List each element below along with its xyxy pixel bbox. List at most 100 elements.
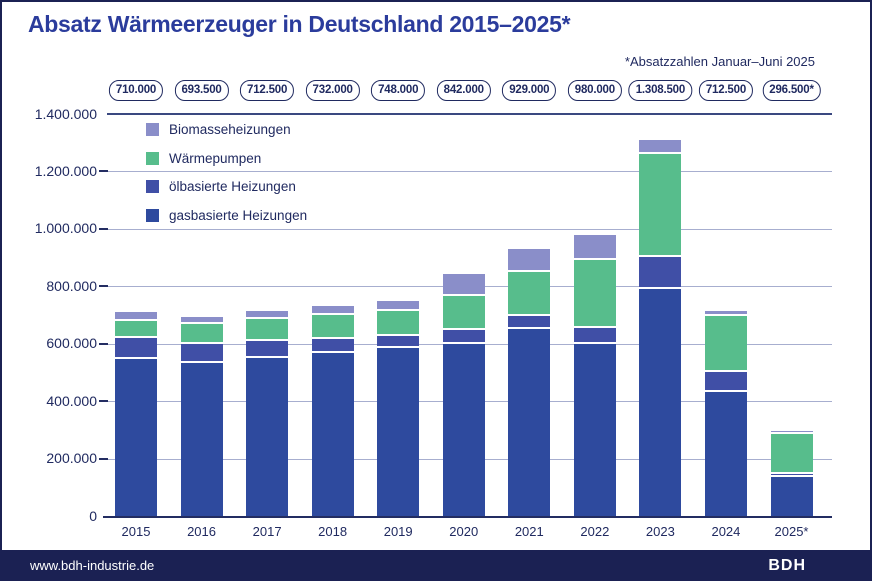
total-value-box: 693.500 <box>174 80 229 101</box>
legend-label: Biomasseheizungen <box>169 122 291 137</box>
bar-segment-gas <box>246 358 289 516</box>
total-value-box: 929.000 <box>502 80 557 101</box>
bar-segment-heat_pump <box>704 316 747 372</box>
legend-swatch-oil <box>146 180 159 193</box>
bar-segment-heat_pump <box>115 321 157 338</box>
y-axis-tick <box>99 342 108 345</box>
legend-label: gasbasierte Heizungen <box>169 207 308 223</box>
legend-item-biomass: Biomasseheizungen <box>146 122 307 137</box>
bar-segment-biomass <box>377 301 420 312</box>
y-axis-tick <box>99 227 108 230</box>
y-tick-label: 400.000 <box>46 392 97 409</box>
footnote: *Absatzzahlen Januar–Juni 2025 <box>624 54 815 69</box>
gridline-1400000 <box>107 113 832 115</box>
bar-column-2015 <box>115 312 157 516</box>
y-axis-tick <box>99 457 108 460</box>
bar-column-2021 <box>508 249 551 516</box>
x-tick-label: 2022 <box>580 524 610 539</box>
x-tick-label: 2016 <box>187 524 216 539</box>
x-tick-label: 2023 <box>645 524 675 539</box>
bar-segment-biomass <box>311 305 354 315</box>
y-axis-tick <box>99 170 108 173</box>
bar-column-2018 <box>311 305 354 516</box>
y-tick-label: 1.200.000 <box>34 162 97 179</box>
bar-segment-biomass <box>246 311 289 320</box>
bar-segment-heat_pump <box>508 272 551 317</box>
bar-segment-gas <box>639 288 682 516</box>
gridline-1200000 <box>107 171 832 173</box>
bar-segment-heat_pump <box>311 314 354 340</box>
legend-item-gas: gasbasierte Heizungen <box>146 207 308 223</box>
bar-segment-heat_pump <box>639 154 682 257</box>
x-tick-label: 2025* <box>774 524 809 539</box>
y-tick-label: 200.000 <box>46 450 97 467</box>
footer-website-link[interactable]: www.bdh-industrie.de <box>30 558 155 573</box>
bar-column-2019 <box>377 301 420 516</box>
legend-item-heat_pump: Wärmepumpen <box>146 150 307 166</box>
legend-label: Wärmepumpen <box>169 150 262 166</box>
legend-label: ölbasierte Heizungen <box>169 179 296 194</box>
bar-segment-biomass <box>442 274 485 297</box>
y-tick-label: 600.000 <box>46 335 97 352</box>
x-tick-label: 2021 <box>514 524 544 539</box>
total-value-box: 712.500 <box>240 80 295 101</box>
bar-segment-oil <box>180 343 223 364</box>
y-axis-tick <box>99 285 108 288</box>
bar-segment-heat_pump <box>573 260 616 328</box>
bar-column-2022 <box>573 234 616 516</box>
chart-legend: Biomasseheizungen Wärmepumpen ölbasierte H… <box>146 122 308 237</box>
bar-segment-gas <box>573 344 616 516</box>
bar-segment-oil <box>508 316 551 330</box>
bar-segment-oil <box>442 330 485 344</box>
bar-segment-gas <box>377 347 420 516</box>
bar-segment-oil <box>704 371 747 392</box>
bar-segment-oil <box>311 339 354 354</box>
bar-segment-biomass <box>770 430 813 434</box>
x-tick-label: 2015 <box>121 524 151 539</box>
bar-segment-heat_pump <box>770 433 813 474</box>
x-tick-label: 2020 <box>449 524 479 539</box>
legend-swatch-gas <box>146 208 159 222</box>
bar-column-2017 <box>246 311 289 516</box>
x-tick-label: 2017 <box>252 524 282 539</box>
x-tick-label: 2024 <box>711 524 741 539</box>
bar-column-2023 <box>639 140 682 516</box>
y-tick-label: 1.400.000 <box>34 105 97 122</box>
total-value-box: 748.000 <box>371 80 426 101</box>
bar-segment-biomass <box>180 316 223 325</box>
footer-bar: www.bdh-industrie.de BDH <box>0 550 872 581</box>
bar-segment-biomass <box>704 311 747 317</box>
bar-segment-biomass <box>639 140 682 155</box>
legend-swatch-biomass <box>146 123 159 136</box>
bar-segment-biomass <box>573 234 616 260</box>
y-axis-tick <box>99 400 108 403</box>
bar-column-2024 <box>704 311 747 516</box>
bar-segment-biomass <box>508 249 551 273</box>
y-tick-label: 1.000.000 <box>34 220 97 237</box>
bar-segment-oil <box>639 256 682 289</box>
bar-segment-heat_pump <box>246 319 289 342</box>
gridline-1000000 <box>107 228 832 230</box>
bdh-logo: BDH <box>768 557 806 574</box>
x-axis-line <box>103 516 832 518</box>
bar-segment-gas <box>442 343 485 516</box>
bar-segment-oil <box>377 335 420 348</box>
bar-segment-oil <box>115 337 157 359</box>
total-value-box: 710.000 <box>108 80 164 101</box>
bar-segment-gas <box>704 391 747 516</box>
bar-segment-gas <box>180 363 223 516</box>
bar-segment-biomass <box>115 312 157 322</box>
y-tick-label: 0 <box>89 507 97 524</box>
legend-swatch-heat_pump <box>146 151 159 165</box>
bar-segment-oil <box>573 327 616 345</box>
bar-column-2025 <box>770 430 813 516</box>
legend-item-oil: ölbasierte Heizungen <box>146 179 307 194</box>
bar-segment-gas <box>311 353 354 516</box>
bar-segment-heat_pump <box>180 324 223 344</box>
bar-segment-gas <box>508 329 551 516</box>
x-tick-label: 2019 <box>383 524 413 539</box>
y-tick-label: 800.000 <box>46 277 97 294</box>
total-value-box: 712.500 <box>698 80 754 101</box>
